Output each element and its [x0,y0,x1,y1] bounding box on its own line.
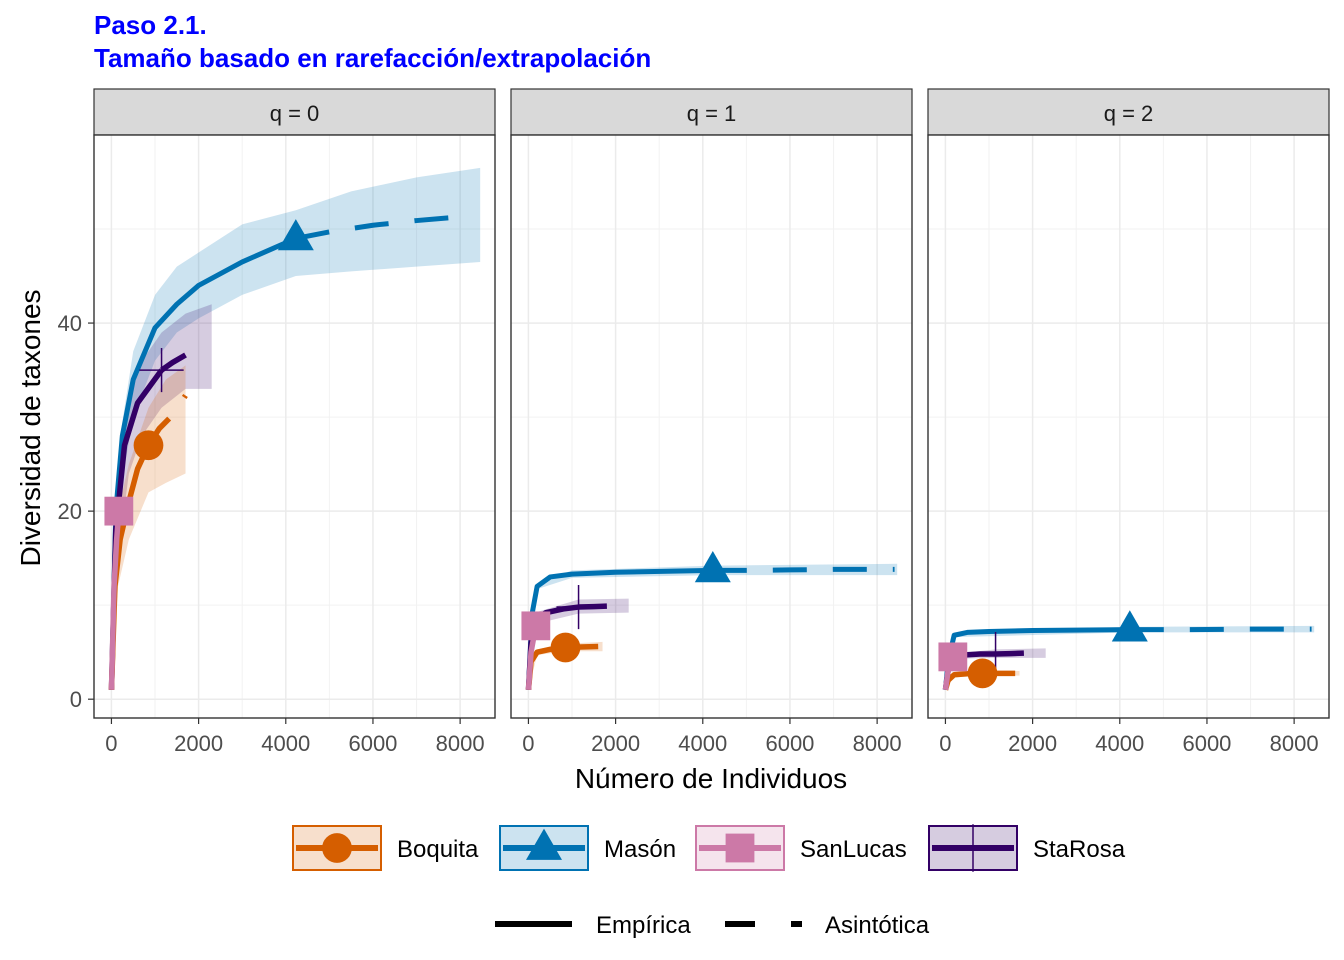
line-asintotica-StaRosa [159,352,187,373]
x-tick-label: 6000 [1182,731,1231,756]
y-axis-title: Diversidad de taxones [15,289,46,566]
x-tick-label: 8000 [436,731,485,756]
legend-item-asintotica: Asintótica [725,912,930,939]
legend-key-marker [725,833,755,863]
facet-strip [927,88,1330,136]
point-Masón [1111,610,1148,642]
facet-panel-1: q = 1 0 2000 4000 6000 8000 [510,88,913,756]
x-tick-label: 4000 [261,731,310,756]
facet-strip [93,88,496,136]
point-SanLucas [938,642,968,672]
y-tick-label: 20 [58,499,82,524]
facet-panel-2: q = 2 0 2000 4000 6000 8000 [927,88,1330,756]
ribbon-StaRosa [528,598,629,690]
facet-strip-label: q = 2 [1104,101,1154,126]
legend-item-Boquita: Boquita [292,825,479,871]
legend-item-Masón: Masón [499,825,676,871]
legend-label: SanLucas [800,836,907,863]
facet-strip-label: q = 1 [687,101,737,126]
legend-item-StaRosa: StaRosa [928,824,1126,872]
x-tick-label: 0 [105,731,117,756]
legend-label: Empírica [596,912,691,939]
legend-label: StaRosa [1033,836,1126,863]
legend-key-marker [949,824,997,872]
legend-label: Masón [604,836,676,863]
panel-border [93,134,496,719]
point-SanLucas [521,611,551,641]
point-StaRosa [139,347,184,393]
legend-label: Asintótica [825,912,930,939]
chart-title-line1: Paso 2.1. [94,10,207,40]
x-tick-label: 6000 [348,731,397,756]
point-Masón [694,551,731,583]
point-Boquita [550,632,581,663]
panel-border [510,134,913,719]
point-Boquita [133,430,164,461]
legend-item-SanLucas: SanLucas [695,825,907,871]
ribbon-Masón [111,167,481,690]
y-tick-label: 0 [70,687,82,712]
legend-item-empirica: Empírica [495,912,691,939]
legend: Boquita Masón SanLucas StaRosa Empírica Asint… [292,824,1126,939]
x-tick-label: 2000 [174,731,223,756]
x-tick-label: 4000 [678,731,727,756]
x-tick-label: 8000 [853,731,902,756]
chart-title-line2: Tamaño basado en rarefacción/extrapolaci… [94,43,651,73]
point-Boquita [967,658,998,689]
facet-panel-0: q = 0 0 2000 4000 6000 8000 0 20 40 [58,88,496,756]
point-Masón [277,219,314,251]
x-tick-label: 4000 [1095,731,1144,756]
legend-key-marker [526,828,562,860]
ribbon-Masón [945,625,1315,690]
x-tick-label: 0 [939,731,951,756]
x-tick-label: 2000 [591,731,640,756]
line-asintotica-Masón [295,214,461,241]
x-tick-label: 6000 [765,731,814,756]
point-SanLucas [104,496,134,526]
point-StaRosa [556,584,601,630]
x-axis-title: Número de Individuos [575,763,847,794]
y-tick-label: 40 [58,311,82,336]
panel-border [927,134,1330,719]
ribbon-Boquita [111,365,186,690]
x-tick-label: 8000 [1270,731,1319,756]
plot-background [511,135,912,718]
x-tick-label: 2000 [1008,731,1057,756]
facet-panels: q = 0 0 2000 4000 6000 8000 0 20 40 q = 1 0 2000 400… [58,88,1330,756]
legend-key-marker [322,833,352,863]
x-tick-label: 0 [522,731,534,756]
facet-strip-label: q = 0 [270,101,320,126]
line-asintotica-Masón [712,566,895,573]
legend-label: Boquita [397,836,479,863]
